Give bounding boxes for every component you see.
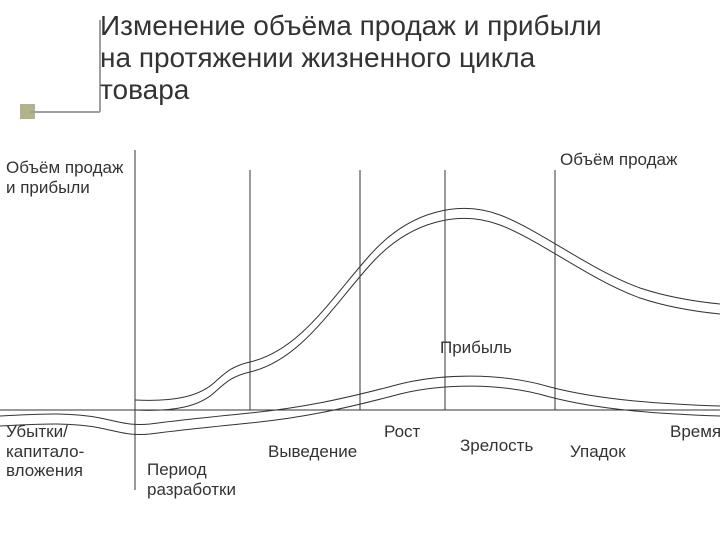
stage-dev-label: Периодразработки xyxy=(147,460,236,499)
sales-label: Объём продаж xyxy=(560,150,677,170)
stage-grow-label: Рост xyxy=(384,422,420,442)
title-line2: на протяжении жизненного цикла xyxy=(100,42,602,74)
slide: { "title": { "line1": "Изменение объёма … xyxy=(0,0,720,540)
profit-label: Прибыль xyxy=(440,338,512,358)
sales-curve-lower xyxy=(135,218,720,410)
stage-mat-label: Зрелость xyxy=(460,436,533,456)
title-line1: Изменение объёма продаж и прибыли xyxy=(100,10,602,42)
y-axis-label: Объём продажи прибыли xyxy=(6,158,123,197)
sales-curve-upper xyxy=(135,208,720,400)
x-axis-label: Время xyxy=(670,422,720,442)
title-line3: товара xyxy=(100,74,602,106)
stage-dec-label: Упадок xyxy=(570,442,626,462)
losses-label: Убытки/капитало-вложения xyxy=(6,422,84,481)
stage-intro-label: Выведение xyxy=(268,442,357,462)
slide-title: Изменение объёма продаж и прибыли на про… xyxy=(100,10,602,107)
